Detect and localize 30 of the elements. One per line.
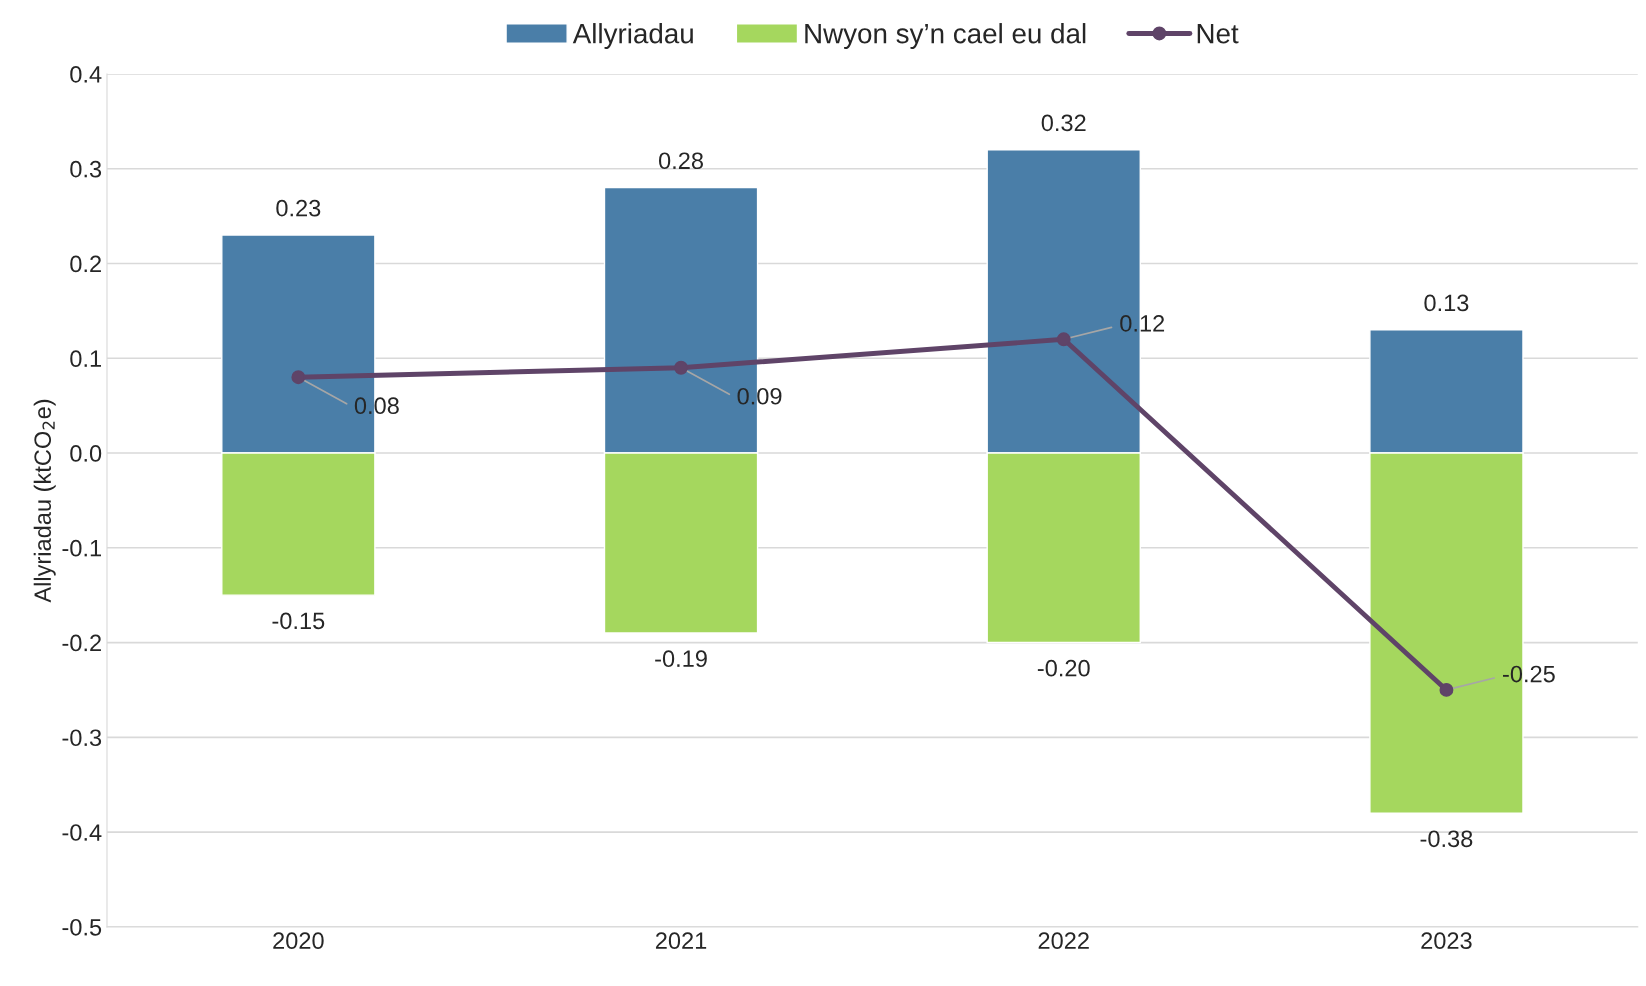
data-label: -0.19	[655, 650, 707, 668]
y-tick-label: 0.4	[70, 66, 102, 83]
data-label: 0.13	[1424, 294, 1469, 312]
y-tick-label: -0.3	[62, 729, 102, 747]
data-label: -0.20	[1037, 659, 1090, 677]
data-label: 0.23	[276, 199, 321, 217]
point	[674, 360, 688, 375]
legend-label: Allyriadau	[572, 23, 693, 49]
legend-label: Nwyon sy’n cael eu dal	[805, 23, 1086, 49]
y-tick-label: 0.1	[70, 350, 101, 368]
x-tick-label: 2022	[1038, 932, 1089, 950]
y-tick-label: 0.2	[70, 255, 101, 273]
y-tick-label: -0.5	[62, 918, 102, 936]
legend-label: Net	[1197, 24, 1239, 44]
point	[291, 370, 306, 385]
y-tick-label: 0.0	[70, 445, 102, 462]
y-tick-label: -0.2	[62, 634, 101, 652]
x-tick-label: 2020	[273, 932, 324, 950]
y-axis-title: Allyriadau (ktCO$_{2}$e)	[33, 399, 56, 603]
point	[1439, 682, 1454, 697]
y-tick-label: 0.3	[70, 160, 102, 178]
x-tick-label: 2021	[655, 932, 707, 950]
data-label: 0.28	[658, 152, 703, 170]
data-label: -0.15	[272, 612, 325, 630]
y-tick-label: -0.1	[62, 539, 101, 557]
y-tick-label: -0.4	[62, 824, 102, 841]
data-label: -0.38	[1420, 830, 1473, 848]
x-tick-label: 2023	[1421, 932, 1472, 950]
point	[1056, 332, 1071, 347]
data-label: 0.32	[1041, 114, 1086, 132]
